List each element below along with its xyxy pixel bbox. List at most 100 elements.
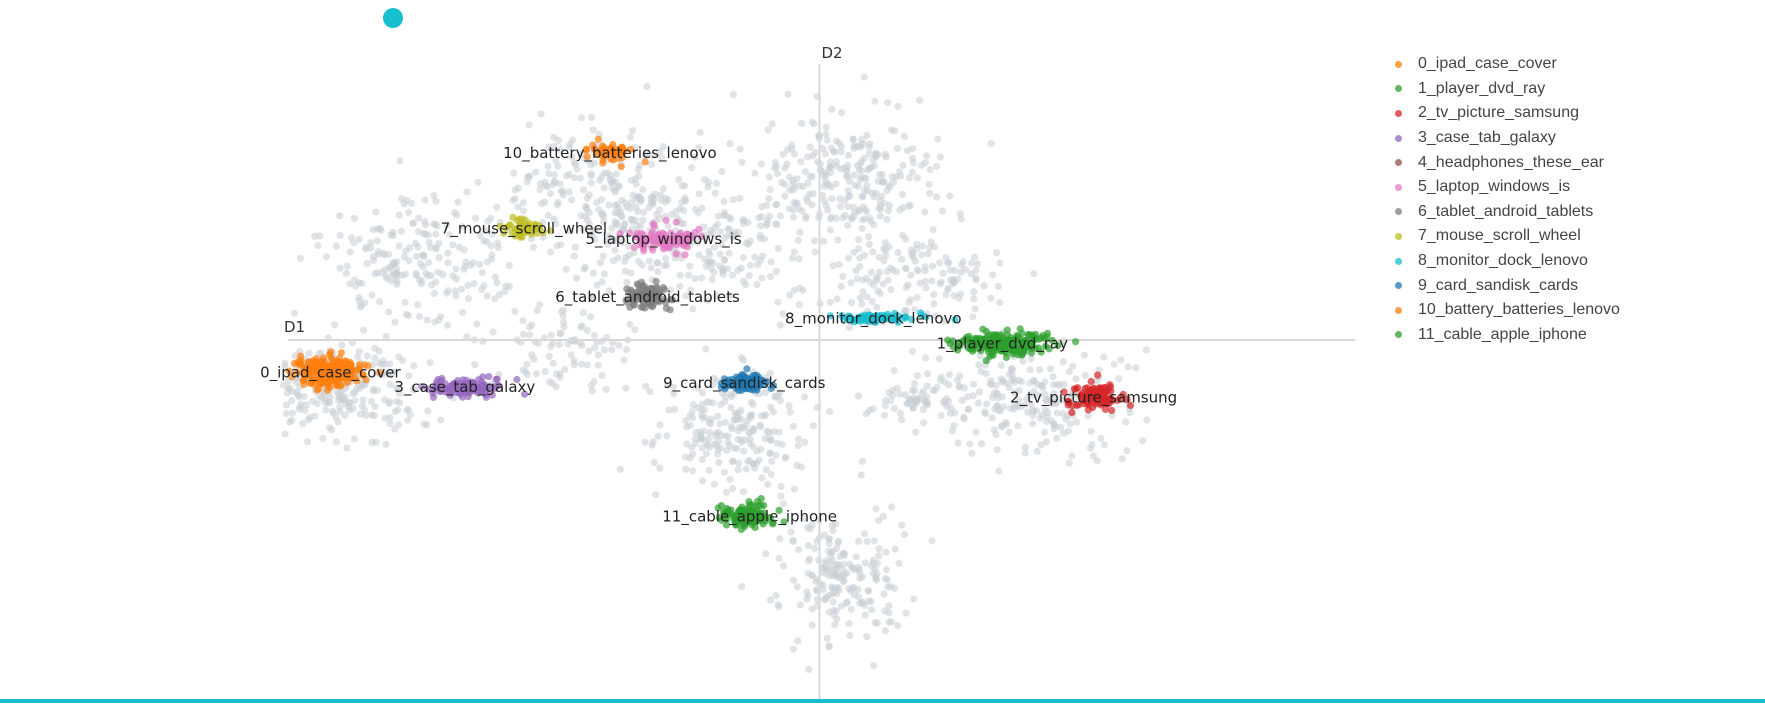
background-point: [583, 194, 591, 202]
background-point: [329, 407, 337, 415]
background-point: [848, 215, 856, 223]
background-point: [945, 381, 953, 389]
background-point: [712, 292, 721, 300]
legend-item[interactable]: 5_laptop_windows_is: [1395, 175, 1620, 200]
cluster-point: [333, 381, 341, 389]
background-point: [698, 444, 706, 452]
background-point: [824, 206, 832, 214]
background-point: [851, 181, 859, 190]
background-point: [850, 171, 858, 179]
background-point: [913, 240, 921, 248]
cluster-point: [583, 153, 591, 161]
background-point: [999, 377, 1007, 385]
background-point: [622, 253, 630, 261]
background-point: [880, 411, 889, 419]
background-point: [599, 218, 608, 226]
cluster-point: [1014, 332, 1022, 340]
background-point: [885, 602, 893, 610]
background-point: [567, 351, 575, 359]
background-point: [946, 192, 954, 200]
legend-item[interactable]: 8_monitor_dock_lenovo: [1395, 249, 1620, 274]
legend-item[interactable]: 4_headphones_these_ear: [1395, 150, 1620, 175]
cluster-point: [989, 351, 997, 359]
background-point: [423, 316, 431, 324]
background-point: [854, 392, 863, 400]
background-point: [974, 399, 983, 407]
legend-item[interactable]: 6_tablet_android_tablets: [1395, 200, 1620, 225]
background-point: [937, 412, 945, 420]
background-point: [464, 294, 473, 303]
background-point: [604, 240, 612, 249]
background-point: [921, 159, 929, 167]
background-point: [362, 245, 370, 253]
background-point: [726, 475, 734, 483]
cluster-point: [724, 380, 732, 388]
background-point: [358, 279, 366, 287]
cluster-point: [325, 350, 333, 359]
background-point: [897, 172, 905, 180]
background-point: [596, 259, 605, 267]
background-point: [646, 388, 654, 396]
background-point: [900, 132, 909, 140]
legend-item[interactable]: 9_card_sandisk_cards: [1395, 273, 1620, 298]
legend-item[interactable]: 7_mouse_scroll_wheel: [1395, 224, 1620, 249]
background-point: [1097, 434, 1105, 442]
background-point: [687, 286, 695, 294]
background-point: [553, 201, 561, 209]
legend-item[interactable]: 1_player_dvd_ray: [1395, 77, 1620, 102]
cluster-point: [1016, 325, 1024, 333]
legend-item[interactable]: 2_tv_picture_samsung: [1395, 101, 1620, 126]
background-point: [820, 564, 828, 572]
background-point: [919, 405, 927, 414]
background-point: [1060, 380, 1068, 388]
background-point: [727, 404, 735, 412]
background-point: [992, 431, 1000, 439]
background-point: [696, 128, 704, 136]
background-point: [395, 421, 403, 429]
cluster-point: [625, 288, 633, 296]
background-point: [401, 298, 409, 307]
background-point: [1081, 371, 1089, 379]
background-point: [580, 186, 588, 194]
background-point: [923, 398, 932, 407]
background-point: [579, 309, 587, 317]
background-point: [443, 221, 451, 229]
background-point: [478, 269, 486, 277]
background-point: [729, 91, 738, 99]
cluster-point: [305, 370, 313, 378]
background-point: [756, 222, 765, 230]
background-point: [788, 145, 796, 153]
legend-item[interactable]: 11_cable_apple_iphone: [1395, 323, 1620, 348]
cluster-point: [769, 519, 777, 527]
cluster-point: [442, 385, 450, 393]
background-point: [418, 251, 426, 259]
background-point: [382, 332, 390, 341]
background-point: [383, 274, 391, 283]
cluster-point: [1108, 406, 1116, 415]
background-point: [794, 435, 803, 443]
cluster-point: [1060, 388, 1068, 396]
background-point: [772, 451, 780, 460]
legend-item[interactable]: 0_ipad_case_cover: [1395, 52, 1620, 77]
background-point: [973, 260, 982, 268]
background-point: [669, 383, 677, 391]
legend-item[interactable]: 3_case_tab_galaxy: [1395, 126, 1620, 151]
background-point: [954, 439, 962, 447]
background-point: [356, 303, 364, 311]
background-point: [553, 242, 561, 250]
background-point: [827, 549, 835, 557]
background-point: [519, 207, 528, 215]
background-point: [336, 264, 344, 272]
background-point: [293, 388, 301, 396]
background-point: [682, 292, 690, 300]
legend-item[interactable]: 10_battery_batteries_lenovo: [1395, 298, 1620, 323]
background-point: [649, 151, 657, 159]
background-point: [502, 282, 510, 290]
background-point: [872, 505, 880, 513]
background-point: [1036, 366, 1044, 374]
background-point: [432, 278, 440, 286]
background-point: [355, 235, 363, 243]
background-point: [1041, 390, 1049, 399]
background-point: [1019, 357, 1027, 365]
background-point: [855, 236, 863, 244]
